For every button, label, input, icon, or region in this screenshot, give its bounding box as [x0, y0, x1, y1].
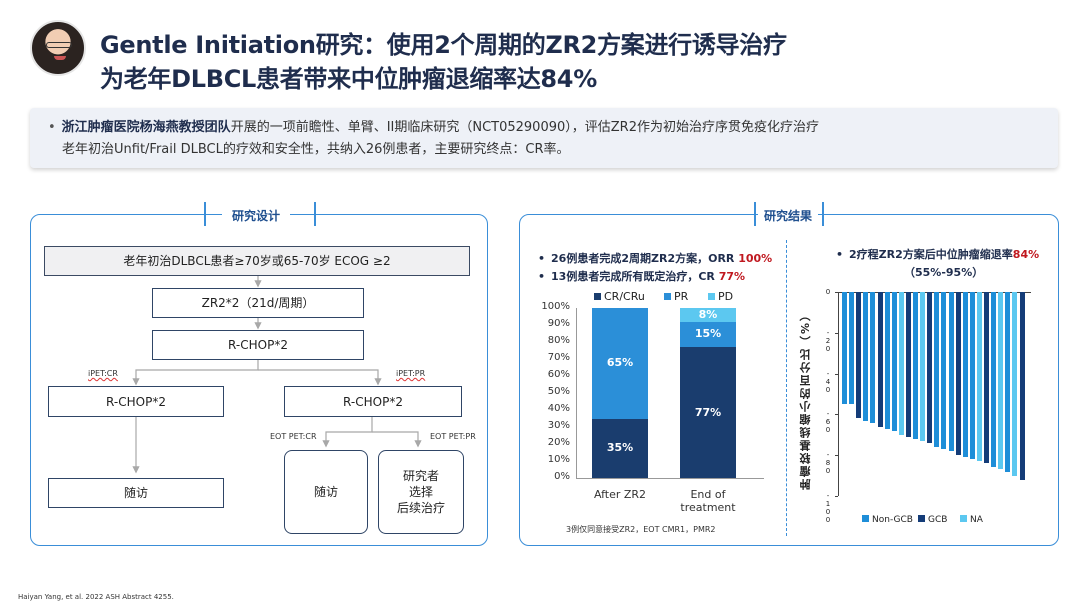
- orr-text: 26例患者完成2周期ZR2方案，ORR: [551, 252, 739, 265]
- design-title-tick-left: [204, 202, 206, 226]
- followup-left-box: 随访: [48, 478, 224, 508]
- intro-team: 浙江肿瘤医院杨海燕教授团队: [61, 120, 231, 135]
- waterfall-median-value: 84%: [1012, 248, 1040, 261]
- study-design-title: 研究设计: [222, 207, 291, 224]
- title-line-1: Gentle Initiation研究：使用2个周期的ZR2方案进行诱导治疗: [100, 31, 787, 59]
- ipet-pr-label: iPET:PR: [396, 369, 426, 378]
- followup-mid-box: 随访: [284, 450, 368, 534]
- citation: Haiyan Yang, et al. 2022 ASH Abstract 42…: [18, 593, 174, 601]
- rchop-right-box: R-CHOP*2: [284, 386, 462, 417]
- waterfall-range: （55%-95%）: [904, 266, 984, 279]
- results-divider: [786, 240, 787, 536]
- page-title: Gentle Initiation研究：使用2个周期的ZR2方案进行诱导治疗 为…: [100, 28, 787, 96]
- eot-cr-label: EOT PET:CR: [270, 432, 317, 441]
- ipet-cr-label: iPET:CR: [88, 369, 118, 378]
- investigator-line-3: 后续治疗: [396, 501, 445, 515]
- orr-line: • 26例患者完成2周期ZR2方案，ORR 100%: [538, 250, 772, 266]
- orr-value: 100%: [738, 252, 773, 265]
- design-title-tick-right: [314, 202, 316, 226]
- intro-line-1: • 浙江肿瘤医院杨海燕教授团队开展的一项前瞻性、单臂、II期临床研究（NCT052…: [48, 117, 1046, 139]
- waterfall-bullet: •: [836, 248, 844, 261]
- cr-value: 77%: [718, 270, 746, 283]
- rchop-box: R-CHOP*2: [152, 330, 364, 360]
- orr-bullet: •: [538, 252, 546, 265]
- waterfall-y-axis-label: 肿瘤较基线缩小的百分比（%）: [799, 307, 812, 490]
- results-footnote: 3例仅同意接受ZR2，EOT CMR1，PMR2: [566, 525, 716, 534]
- intro-text-1: 开展的一项前瞻性、单臂、II期临床研究（NCT05290090），评估ZR2作为…: [230, 120, 819, 135]
- intro-line-2: 老年初治Unfit/Frail DLBCL的疗效和安全性，共纳入26例患者，主要…: [62, 142, 570, 157]
- investigator-choice-box: 研究者 选择 后续治疗: [378, 450, 464, 534]
- investigator-line-2: 选择: [408, 485, 433, 499]
- zr2-box: ZR2*2（21d/周期）: [152, 288, 364, 318]
- results-title-tick-left: [754, 202, 756, 226]
- cr-text: 13例患者完成所有既定治疗，CR: [551, 270, 719, 283]
- presenter-avatar: [30, 20, 86, 76]
- results-title-tick-right: [822, 202, 824, 226]
- waterfall-median-text: 2疗程ZR2方案后中位肿瘤缩退率: [849, 248, 1013, 261]
- eot-pr-label: EOT PET:PR: [430, 432, 476, 441]
- avatar-glasses: [46, 42, 72, 48]
- investigator-line-1: 研究者: [402, 469, 439, 483]
- avatar-mouth: [54, 56, 66, 60]
- patients-box: 老年初治DLBCL患者≥70岁或65-70岁 ECOG ≥2: [44, 246, 470, 276]
- intro-bullet: •: [48, 120, 56, 135]
- waterfall-median-line: • 2疗程ZR2方案后中位肿瘤缩退率84%: [836, 246, 1039, 262]
- study-results-title: 研究结果: [758, 207, 819, 224]
- intro-box: • 浙江肿瘤医院杨海燕教授团队开展的一项前瞻性、单臂、II期临床研究（NCT052…: [30, 108, 1058, 168]
- title-line-2: 为老年DLBCL患者带来中位肿瘤退缩率达84%: [100, 65, 597, 93]
- rchop-left-box: R-CHOP*2: [48, 386, 224, 417]
- cr-bullet: •: [538, 270, 546, 283]
- cr-line: • 13例患者完成所有既定治疗，CR 77%: [538, 268, 745, 284]
